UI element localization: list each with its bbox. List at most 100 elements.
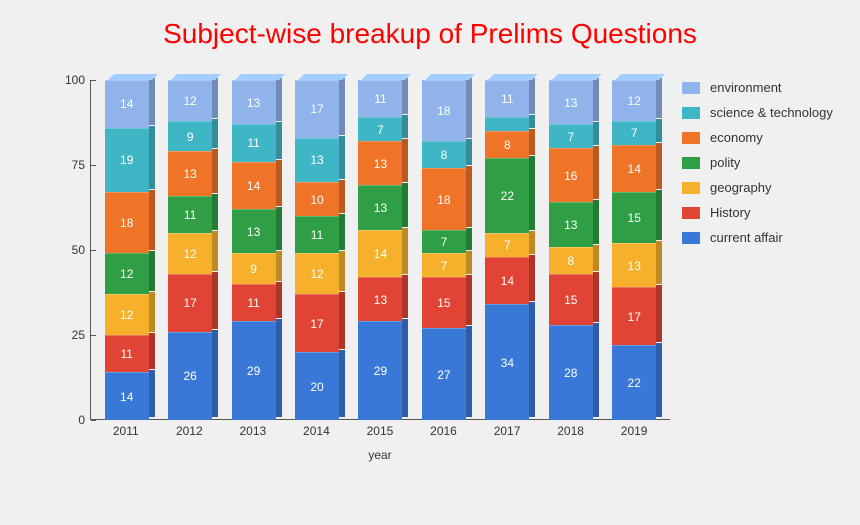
seg-economy: 14 [232,162,276,210]
plot-area: 1411121218191426171211139122911913141113… [90,80,670,420]
legend-swatch [682,132,700,144]
seg-polity: 13 [549,202,593,246]
bar-2012: 2617121113912 [168,80,212,420]
seg-environment: 11 [358,80,402,117]
x-label: 2016 [422,424,466,438]
legend-label: science & technology [710,105,833,120]
bar-top-cap [361,74,411,80]
legend-item-polity: polity [682,155,842,170]
seg-current_affair: 26 [168,332,212,420]
x-axis-labels: 201120122013201420152016201720182019 [90,424,670,438]
seg-environment: 12 [168,80,212,121]
seg-science_tech: 9 [168,121,212,152]
legend-label: geography [710,180,771,195]
seg-polity: 22 [485,158,529,233]
legend-item-science_tech: science & technology [682,105,842,120]
x-label: 2014 [294,424,338,438]
bar-top-cap [552,74,602,80]
legend-label: polity [710,155,740,170]
seg-history: 17 [612,287,656,345]
seg-geography: 12 [295,253,339,294]
legend-item-geography: geography [682,180,842,195]
seg-polity: 13 [358,185,402,229]
x-label: 2015 [358,424,402,438]
legend-swatch [682,107,700,119]
bar-2019: 2217131514712 [612,80,656,420]
y-tick: 75 [55,158,85,172]
x-axis-title: year [90,448,670,462]
seg-economy: 14 [612,145,656,193]
seg-polity: 12 [105,253,149,294]
seg-current_affair: 22 [612,345,656,420]
seg-geography: 7 [485,233,529,257]
bar-2015: 2913141313711 [358,80,402,420]
seg-geography: 8 [549,247,593,274]
legend-item-environment: environment [682,80,842,95]
x-label: 2011 [104,424,148,438]
legend-label: current affair [710,230,783,245]
legend-label: environment [710,80,782,95]
seg-history: 13 [358,277,402,321]
y-tick: 0 [55,413,85,427]
x-label: 2019 [612,424,656,438]
x-label: 2017 [485,424,529,438]
bar-2018: 281581316713 [549,80,593,420]
seg-economy: 18 [105,192,149,253]
seg-history: 17 [295,294,339,352]
seg-current_affair: 29 [358,321,402,420]
legend-label: economy [710,130,763,145]
bar-top-cap [108,74,158,80]
seg-economy: 13 [168,151,212,195]
seg-economy: 18 [422,168,466,229]
seg-environment: 18 [422,80,466,141]
bar-top-cap [488,74,538,80]
seg-current_affair: 27 [422,328,466,420]
bar-2013: 2911913141113 [232,80,276,420]
seg-science_tech: 7 [612,121,656,145]
seg-science_tech [485,117,529,131]
legend-swatch [682,157,700,169]
seg-geography: 13 [612,243,656,287]
seg-current_affair: 20 [295,352,339,420]
legend-item-current_affair: current affair [682,230,842,245]
seg-history: 14 [485,257,529,305]
seg-geography: 12 [168,233,212,274]
seg-economy: 13 [358,141,402,185]
seg-science_tech: 13 [295,138,339,182]
seg-history: 15 [422,277,466,328]
seg-science_tech: 11 [232,124,276,161]
bar-top-cap [425,74,475,80]
seg-polity: 11 [168,196,212,233]
bar-2017: 3414722811 [485,80,529,420]
seg-science_tech: 7 [358,117,402,141]
seg-history: 11 [232,284,276,321]
seg-current_affair: 28 [549,325,593,420]
legend-swatch [682,182,700,194]
x-label: 2012 [167,424,211,438]
seg-science_tech: 8 [422,141,466,168]
seg-polity: 7 [422,230,466,254]
seg-environment: 13 [232,80,276,124]
seg-environment: 17 [295,80,339,138]
seg-polity: 11 [295,216,339,253]
seg-economy: 10 [295,182,339,216]
seg-environment: 13 [549,80,593,124]
seg-economy: 16 [549,148,593,202]
legend-swatch [682,82,700,94]
seg-polity: 15 [612,192,656,243]
bar-top-cap [235,74,285,80]
bar-top-cap [171,74,221,80]
legend-swatch [682,232,700,244]
legend: environment science & technology economy po… [682,80,842,255]
seg-environment: 12 [612,80,656,121]
seg-current_affair: 29 [232,321,276,420]
seg-environment: 14 [105,80,149,128]
legend-item-economy: economy [682,130,842,145]
legend-item-history: History [682,205,842,220]
seg-science_tech: 19 [105,128,149,193]
seg-science_tech: 7 [549,124,593,148]
chart-title: Subject-wise breakup of Prelims Question… [0,0,860,56]
legend-label: History [710,205,750,220]
seg-environment: 11 [485,80,529,117]
seg-history: 17 [168,274,212,332]
